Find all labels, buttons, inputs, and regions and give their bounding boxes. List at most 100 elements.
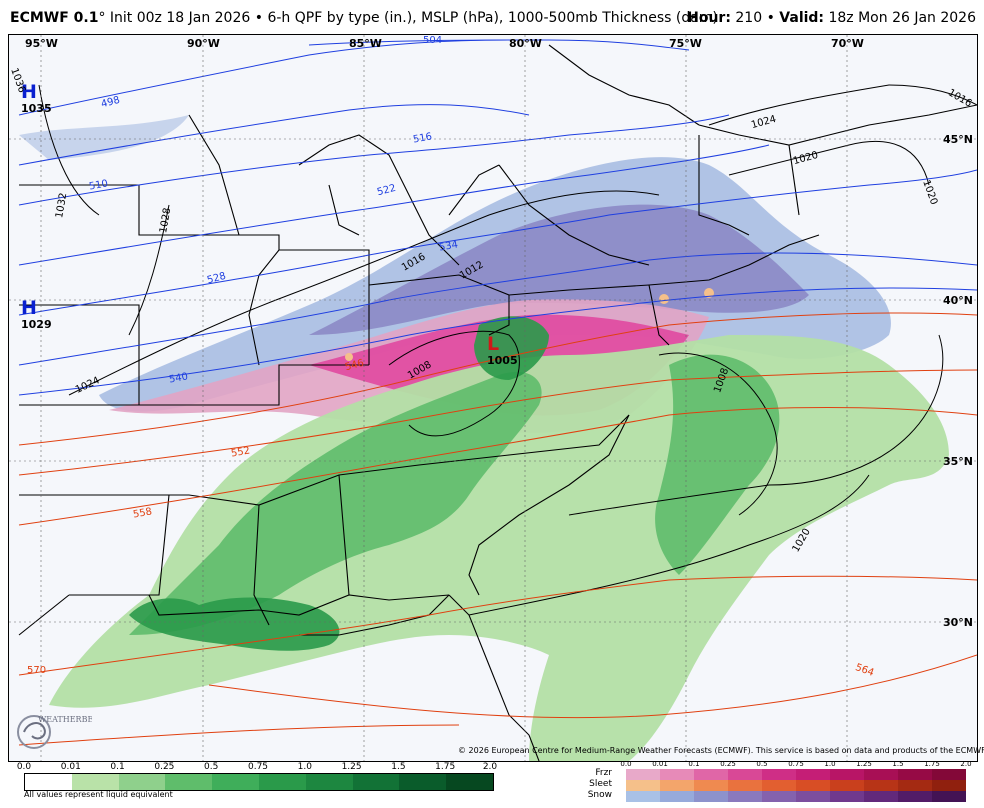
sleet-colorbar <box>626 780 966 791</box>
rain-area-center <box>474 316 549 380</box>
frzr-color-swatch <box>626 769 660 780</box>
weather-map: 95°W 90°W 85°W 80°W 75°W 70°W 45°N 40°N … <box>8 34 978 762</box>
graticule <box>9 35 977 761</box>
snow-label: Snow <box>587 790 612 800</box>
sleet-color-swatch <box>932 780 966 791</box>
model-name: ECMWF 0.1 <box>10 10 99 26</box>
pressure-value: 1005 <box>487 354 518 367</box>
thickness-label: 504 <box>423 35 443 46</box>
frzr-label: Frzr <box>595 768 612 778</box>
frzr-color-swatch <box>762 769 796 780</box>
legend-tick: 0.25 <box>154 762 175 772</box>
rain-color-swatch <box>165 774 213 790</box>
high-pressure-center: H 1035 <box>21 81 52 116</box>
thickness-blue <box>18 39 977 396</box>
legend-tick: 2.0 <box>482 762 498 772</box>
low-pressure-center: L 1005 <box>487 335 518 368</box>
rain-color-swatch <box>118 774 166 790</box>
product-description: 6-h QPF by type (in.), MSLP (hPa), 1000-… <box>267 10 718 26</box>
high-letter: H <box>21 297 37 319</box>
type-legend-ticks: 0.0 0.01 0.1 0.25 0.5 0.75 1.0 1.25 1.5 … <box>586 760 976 770</box>
rain-color-swatch <box>212 774 259 790</box>
legend-tick: 0.0 <box>16 762 32 772</box>
rain-color-swatch <box>25 774 72 790</box>
rain-color-swatch <box>446 774 493 790</box>
legend-tick: 0.1 <box>688 760 700 768</box>
legend-note: All values represent liquid equivalent <box>24 790 173 799</box>
sleet-color-swatch <box>660 780 694 791</box>
frzr-color-swatch <box>728 769 762 780</box>
init-time: Init 00z 18 Jan 2026 <box>109 10 251 26</box>
sleet-color-swatch <box>830 780 864 791</box>
longitude-label: 85°W <box>349 37 382 50</box>
valid-value: 18z Mon 26 Jan 2026 <box>828 10 976 26</box>
thickness-red <box>18 312 977 746</box>
chart-title: ECMWF 0.1° Init 00z 18 Jan 2026 • 6-h QP… <box>10 8 976 30</box>
sleet-color-swatch <box>626 780 660 791</box>
title-separator: • <box>254 10 263 26</box>
degree-symbol: ° <box>98 10 106 26</box>
high-letter: H <box>21 81 37 103</box>
legend-tick: 1.25 <box>856 760 872 768</box>
rain-color-swatch <box>258 774 306 790</box>
longitude-label: 90°W <box>187 37 220 50</box>
isobars <box>38 84 977 616</box>
title-separator-2: • <box>766 10 775 26</box>
legend-tick: 1.0 <box>297 762 312 772</box>
copyright-notice: © 2026 European Centre for Medium-Range … <box>458 746 984 755</box>
snow-color-swatch <box>864 791 898 802</box>
legend-tick: 1.75 <box>924 760 940 768</box>
hour-label: Hour: <box>687 10 731 26</box>
legend-tick: 0.25 <box>720 760 736 768</box>
sleet-color-swatch <box>864 780 898 791</box>
boundaries <box>18 44 977 761</box>
legend-tick: 0.5 <box>204 762 219 772</box>
legend-tick: 1.25 <box>341 762 362 772</box>
high-pressure-center: H 1029 <box>21 297 52 332</box>
weatherbell-logo: WEATHERBELL <box>14 706 105 754</box>
legend-tick: 0.01 <box>652 760 668 768</box>
rain-color-swatch <box>305 774 353 790</box>
latitude-label: 45°N <box>943 133 974 146</box>
snow-color-swatch <box>728 791 762 802</box>
pressure-value: 1035 <box>21 102 52 115</box>
snow-colorbar <box>626 791 966 802</box>
precip-type-legend: 0.0 0.01 0.1 0.25 0.5 0.75 1.0 1.25 1.5 … <box>556 760 976 806</box>
longitude-label: 75°W <box>669 37 702 50</box>
legend-tick: 1.75 <box>435 762 456 772</box>
thickness-label: 570 <box>27 665 47 676</box>
type-colorbars <box>626 769 966 803</box>
snow-color-swatch <box>932 791 966 802</box>
frzr-color-swatch <box>898 769 932 780</box>
snow-color-swatch <box>694 791 728 802</box>
title-right: Hour: 210 • Valid: 18z Mon 26 Jan 2026 <box>687 10 976 26</box>
frzr-color-swatch <box>694 769 728 780</box>
rain-area-moderate <box>129 371 542 635</box>
snow-color-swatch <box>762 791 796 802</box>
longitude-label: 70°W <box>831 37 864 50</box>
title-left: ECMWF 0.1° Init 00z 18 Jan 2026 • 6-h QP… <box>10 10 718 26</box>
legend-tick: 0.01 <box>60 762 81 772</box>
sleet-color-swatch <box>796 780 830 791</box>
rain-color-swatch <box>71 774 119 790</box>
legend-tick: 1.5 <box>892 760 904 768</box>
legend-tick: 2.0 <box>960 760 972 768</box>
frzr-color-swatch <box>830 769 864 780</box>
rain-legend: 0.0 0.01 0.1 0.25 0.5 0.75 1.0 1.25 1.5 … <box>14 762 498 806</box>
snow-area-left <box>19 115 189 160</box>
logo-text: WEATHERBELL <box>38 715 92 724</box>
type-labels: Frzr Sleet Snow <box>556 768 612 801</box>
frzr-color-swatch <box>660 769 694 780</box>
snow-color-swatch <box>660 791 694 802</box>
sleet-color-swatch <box>728 780 762 791</box>
snow-color-swatch <box>898 791 932 802</box>
rain-color-swatch <box>399 774 447 790</box>
longitude-label: 95°W <box>25 37 58 50</box>
sleet-color-swatch <box>898 780 932 791</box>
legend-tick: 1.0 <box>824 760 836 768</box>
legend-tick: 1.5 <box>391 762 406 772</box>
legend-tick: 0.5 <box>756 760 768 768</box>
latitude-label: 40°N <box>943 294 974 307</box>
snow-area-heavy <box>309 204 809 335</box>
rain-color-swatch <box>352 774 400 790</box>
